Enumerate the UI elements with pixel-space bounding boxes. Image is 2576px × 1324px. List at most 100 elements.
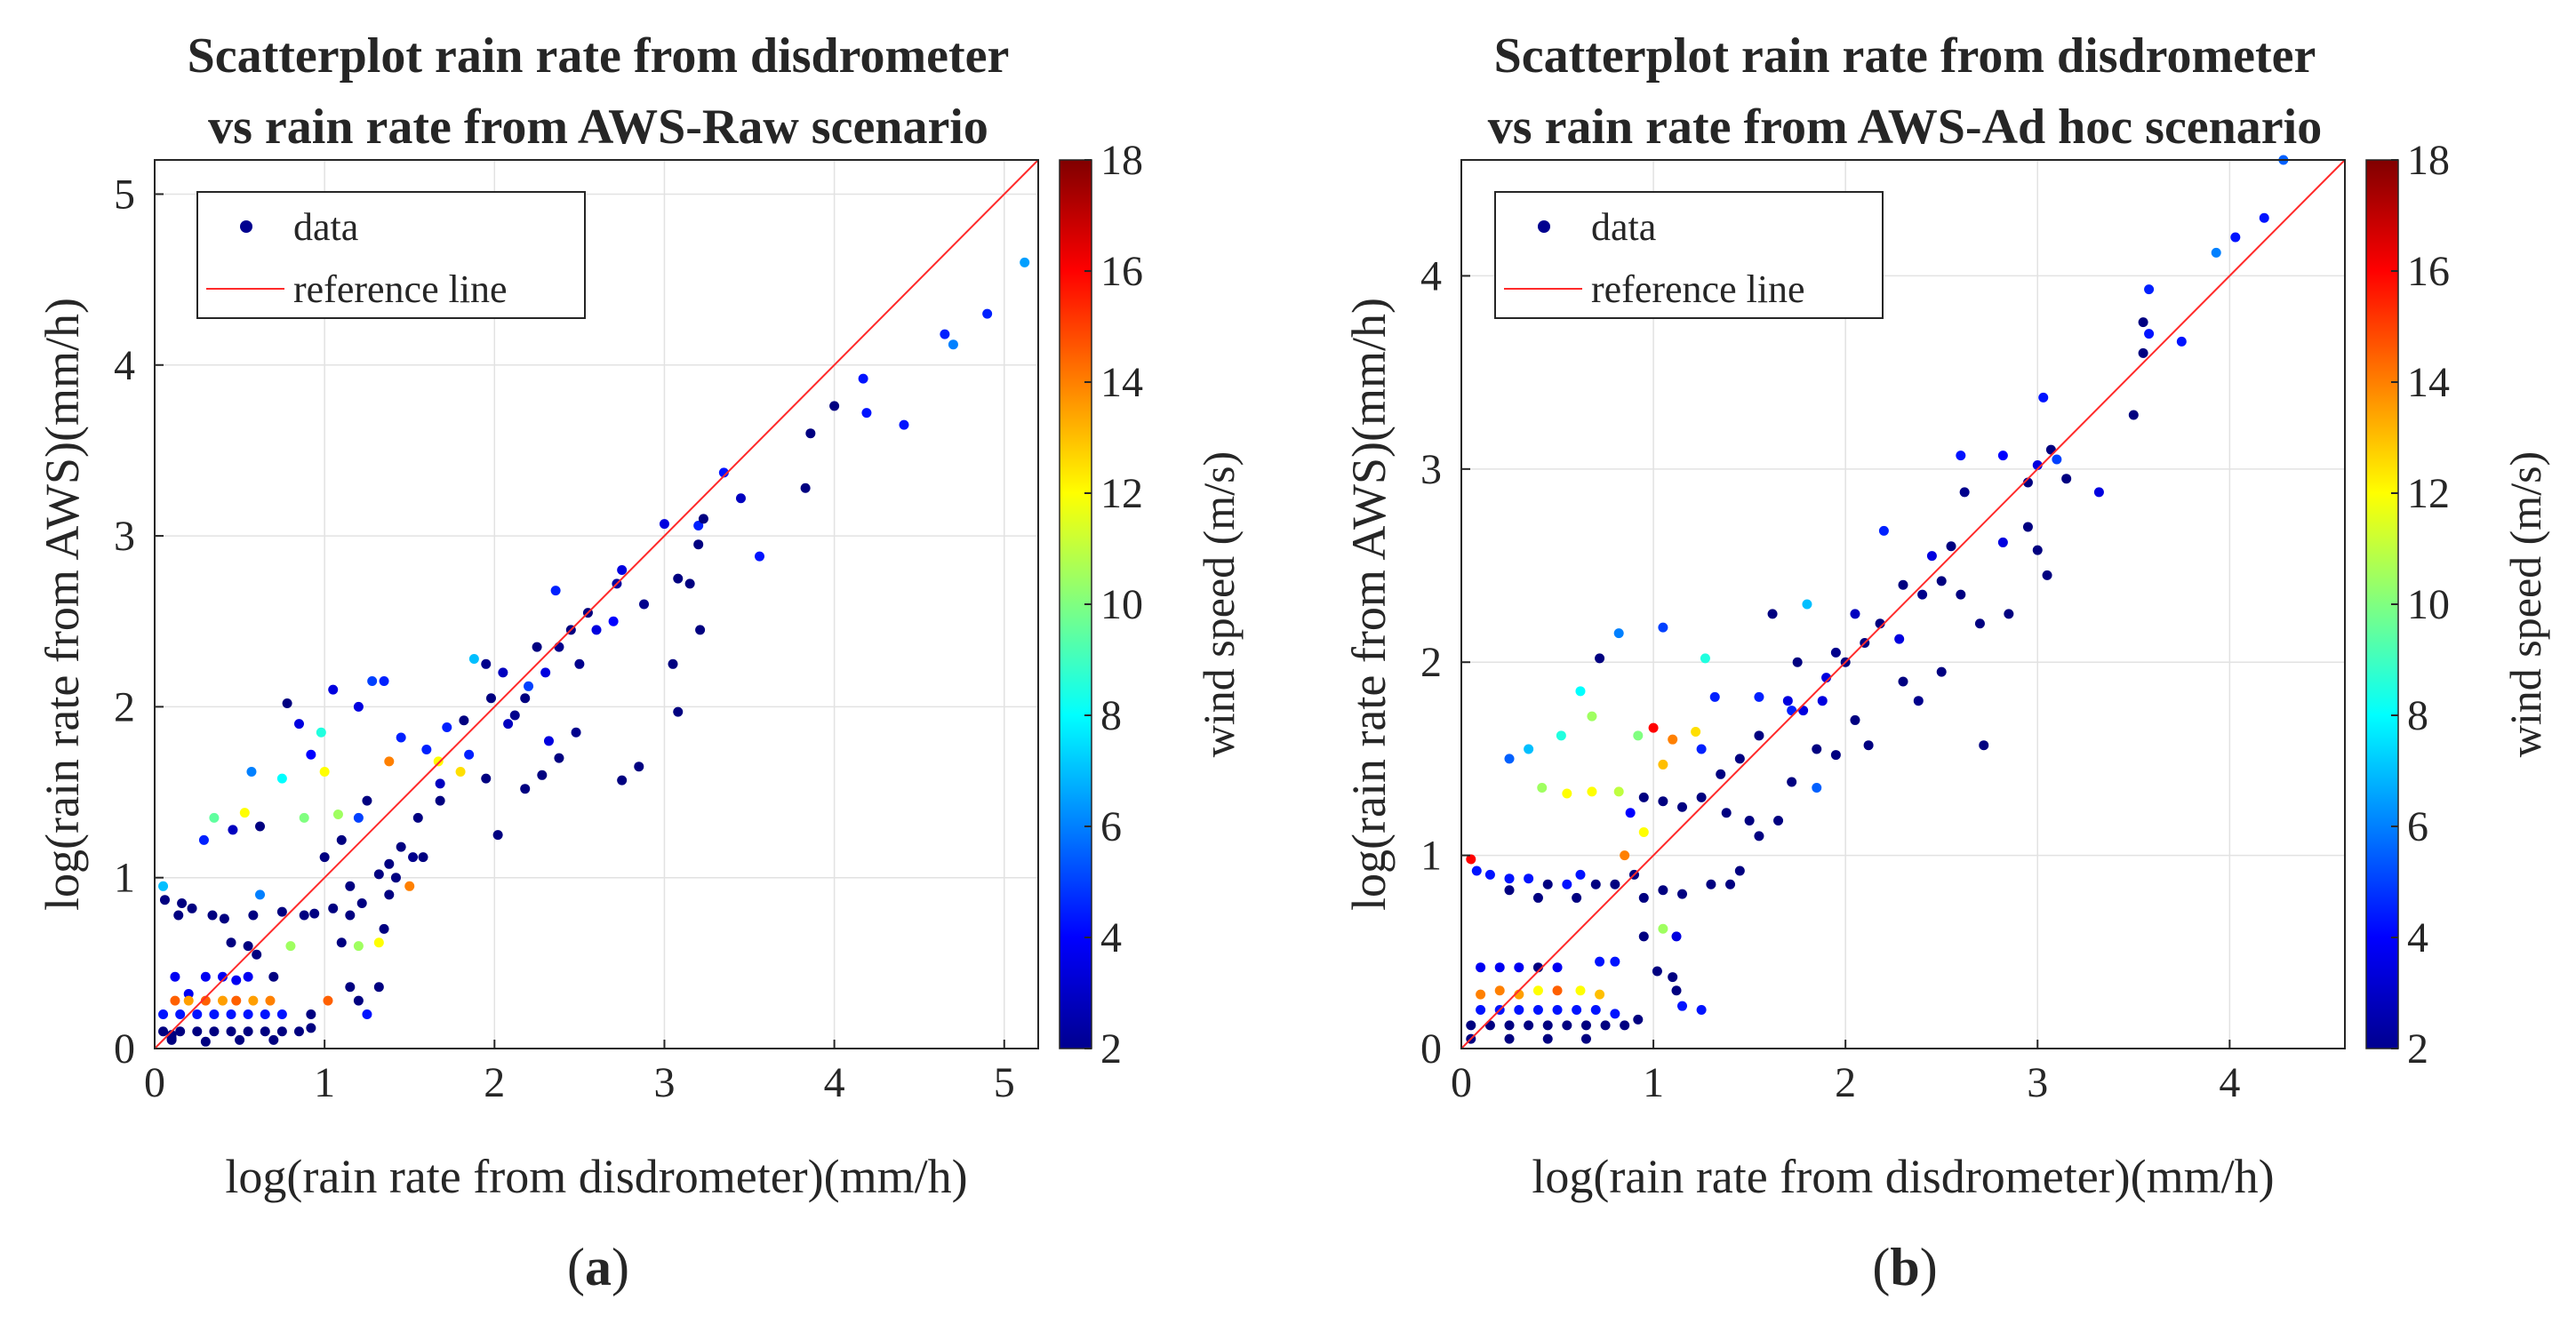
panel-b-data-point-115 <box>1514 962 1524 973</box>
panel-b-letter: b <box>1890 1238 1919 1296</box>
panel-b-data-point-93 <box>1542 879 1553 889</box>
panel-b-data-point-25 <box>1898 579 1908 590</box>
panel-a-data-point-68 <box>332 810 343 820</box>
panel-b-x-tick-label-0: 0 <box>1451 1059 1472 1106</box>
panel-a-data-point-109 <box>384 889 395 900</box>
panel-b-data-point-102 <box>1620 850 1630 861</box>
panel-a-data-point-44 <box>554 753 564 763</box>
panel-a-data-point-54 <box>328 684 339 695</box>
panel-a-data-point-82 <box>390 873 401 883</box>
panel-a-data-point-2 <box>982 308 993 319</box>
panel-b-y-tick-label-0: 0 <box>1420 1025 1442 1073</box>
panel-b-data-point-1 <box>2259 212 2269 223</box>
panel-b-data-point-145 <box>1542 1033 1553 1044</box>
panel-b-data-point-62 <box>1587 786 1597 797</box>
panel-b-data-point-67 <box>1668 734 1678 745</box>
panel-a-x-tick-label-2: 2 <box>484 1059 505 1106</box>
panel-b-data-point-153 <box>1974 618 1985 629</box>
panel-a-reference-line <box>154 159 1039 1049</box>
panel-a-data-point-7 <box>829 401 840 411</box>
panel-a-data-point-25 <box>608 616 619 626</box>
panel-b-data-point-124 <box>1595 989 1605 1000</box>
panel-b-data-point-92 <box>1562 879 1572 889</box>
panel-b-data-point-35 <box>1792 657 1803 667</box>
panel-b-data-point-46 <box>1863 740 1874 751</box>
panel-a-data-point-94 <box>187 903 197 913</box>
panel-a-data-point-51 <box>379 676 389 687</box>
panel-a-data-point-10 <box>735 493 746 504</box>
panel-a-data-point-63 <box>228 825 238 835</box>
panel-b-data-point-125 <box>1476 1005 1486 1016</box>
panel-a-data-point-116 <box>252 949 262 960</box>
panel-a-colorbar-tick-label-2: 2 <box>1100 1025 1122 1073</box>
panel-b-data-point-21 <box>1946 541 1956 552</box>
panel-b-data-point-97 <box>1471 865 1482 876</box>
panel-a-data-point-154 <box>293 1026 304 1037</box>
panel-a-data-point-76 <box>481 773 492 784</box>
panel-b-colorbar-tick-label-12: 12 <box>2407 470 2450 517</box>
panel-b-data-point-53 <box>1700 653 1710 664</box>
panel-a-y-tick-label-5: 5 <box>114 171 135 218</box>
panel-b-data-point-61 <box>1562 788 1572 799</box>
panel-b-data-point-4 <box>2144 284 2155 295</box>
panel-b-colorbar-tick-label-16: 16 <box>2407 248 2450 295</box>
panel-b-y-tick-label-3: 3 <box>1420 446 1442 493</box>
panel-b-data-point-6 <box>2144 329 2155 339</box>
panel-a-data-point-84 <box>418 852 428 863</box>
panel-a-data-point-152 <box>260 1026 270 1037</box>
panel-a-data-point-8 <box>805 428 816 439</box>
panel-b-data-point-85 <box>1677 889 1687 899</box>
panel-a-data-point-145 <box>276 1009 287 1020</box>
panel-a-data-point-124 <box>170 971 180 982</box>
panel-a-data-point-4 <box>858 373 868 384</box>
panel-b-data-point-9 <box>2128 410 2139 420</box>
panel-a-data-point-64 <box>198 834 209 845</box>
panel-b-data-point-109 <box>1677 1001 1687 1011</box>
panel-b-data-point-72 <box>1754 691 1764 702</box>
panel-b-data-point-80 <box>1721 808 1732 818</box>
panel-a-y-tick-label-4: 4 <box>114 342 135 389</box>
panel-b-data-point-127 <box>1514 1005 1524 1016</box>
panel-a-data-point-137 <box>265 995 276 1006</box>
panel-b-data-point-52 <box>1595 653 1605 664</box>
panel-a-data-point-87 <box>353 812 364 823</box>
panel-a-data-point-132 <box>183 995 194 1006</box>
panel-a-data-point-21 <box>673 706 684 717</box>
panel-a-data-point-81 <box>396 841 406 852</box>
panel-a-data-point-20 <box>668 658 678 669</box>
panel-a-y-tick-label-2: 2 <box>114 683 135 730</box>
panel-b-data-point-8 <box>2138 347 2148 358</box>
panel-b-data-point-105 <box>1671 931 1682 942</box>
panel-b-data-point-152 <box>1956 589 1966 600</box>
panel-a-colorbar-tick-label-4: 4 <box>1100 914 1122 961</box>
panel-b-data-point-64 <box>1625 808 1636 818</box>
panel-b-data-point-55 <box>1575 686 1586 697</box>
panel-a-data-point-15 <box>659 519 669 530</box>
panel-b-colorbar-tick-label-2: 2 <box>2407 1025 2428 1073</box>
panel-a-colorbar-tick-label-6: 6 <box>1100 803 1122 850</box>
panel-b-data-point-132 <box>1610 1009 1620 1019</box>
panel-b-data-point-104 <box>1638 931 1649 942</box>
panel-b-data-point-140 <box>1600 1020 1611 1031</box>
panel-b-data-point-128 <box>1532 1005 1543 1016</box>
panel-b-data-point-70 <box>1696 744 1707 754</box>
panel-a-letter: a <box>585 1238 612 1296</box>
panel-b-data-point-137 <box>1542 1020 1553 1031</box>
panel-a-data-point-114 <box>243 941 253 952</box>
panel-b-y-ticks: 0 1 2 3 4 <box>1420 252 1470 1073</box>
panel-b-data-point-98 <box>1466 854 1476 865</box>
panel-a-data-point-41 <box>468 654 479 665</box>
panel-a-data-point-79 <box>412 812 423 823</box>
panel-b-data-point-100 <box>1532 892 1543 903</box>
panel-b-data-point-48 <box>2004 609 2014 619</box>
panel-a-data-point-47 <box>492 830 503 841</box>
panel-a-data-point-62 <box>209 812 220 823</box>
panel-a-colorbar-tick-label-16: 16 <box>1100 248 1143 295</box>
panel-b-data-point-22 <box>1936 576 1947 586</box>
panel-b-data-point-68 <box>1658 759 1668 770</box>
panel-a-data-point-73 <box>421 744 432 754</box>
panel-b-data-point-83 <box>1725 879 1736 889</box>
panel-b-data-point-49 <box>1997 537 2008 547</box>
panel-b-data-point-38 <box>1754 730 1764 741</box>
panel-a-data-point-74 <box>442 722 452 732</box>
